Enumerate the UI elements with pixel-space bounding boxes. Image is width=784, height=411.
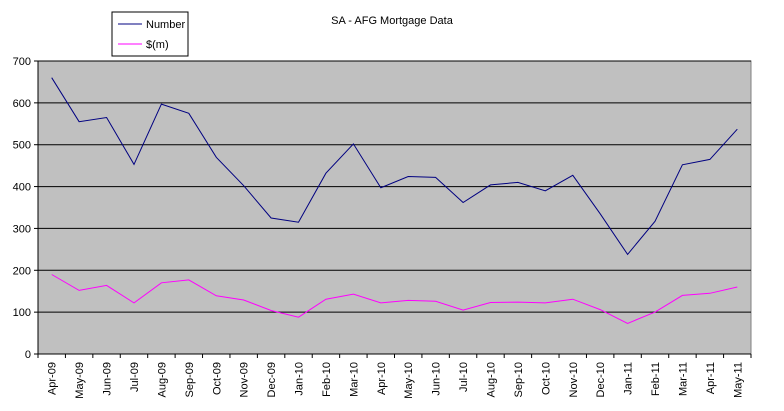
y-tick-label: 700	[13, 56, 31, 68]
x-tick-label: Jun-09	[102, 362, 114, 396]
y-tick-label: 600	[13, 98, 31, 110]
x-tick-label: Jul-10	[458, 362, 470, 392]
x-tick-label: Mar-10	[348, 362, 360, 397]
x-tick-label: Feb-10	[321, 362, 333, 397]
x-tick-label: Oct-09	[211, 362, 223, 395]
x-tick-label: May-11	[732, 362, 744, 398]
x-tick-label: Jun-10	[431, 362, 443, 396]
x-tick-label: Jan-10	[294, 362, 306, 396]
x-tick-label: Apr-11	[705, 362, 717, 394]
x-tick-label: Sep-09	[184, 362, 196, 397]
x-tick-label: Nov-09	[239, 362, 251, 397]
legend: Number $(m)	[111, 11, 189, 57]
x-tick-label: Aug-10	[485, 362, 497, 397]
x-tick-label: Jul-09	[129, 362, 141, 392]
y-tick-label: 300	[13, 223, 31, 235]
legend-label: $(m)	[146, 39, 169, 51]
x-axis: Apr-09 May-09 Jun-09 Jul-09 Aug-09 Sep-09 Oct-…	[37, 354, 752, 399]
x-tick-label: Feb-11	[650, 362, 662, 396]
x-tick-label: Nov-10	[568, 362, 580, 397]
plot-area	[37, 60, 752, 355]
series-lines	[51, 77, 738, 324]
x-tick-label: Sep-10	[513, 362, 525, 397]
x-tick-label: May-09	[74, 362, 86, 399]
series-line-dollars	[51, 274, 738, 324]
series-line-number	[51, 77, 738, 256]
x-tick-label: Dec-09	[266, 362, 278, 397]
x-tick-label: Oct-10	[540, 362, 552, 395]
gridlines	[38, 60, 751, 313]
x-tick-label: Mar-11	[677, 362, 689, 396]
y-tick-label: 0	[25, 349, 31, 361]
y-tick-label: 200	[13, 265, 31, 277]
x-tick-label: Jan-11	[623, 362, 635, 395]
chart-title: SA - AFG Mortgage Data	[331, 15, 454, 27]
x-tick-label: May-10	[403, 362, 415, 399]
legend-label: Number	[146, 19, 185, 31]
y-tick-label: 400	[13, 182, 31, 194]
x-tick-label: Dec-10	[595, 362, 607, 397]
y-tick-label: 500	[13, 140, 31, 152]
x-tick-label: Apr-10	[376, 362, 388, 395]
legend-box	[111, 11, 189, 57]
x-tick-label: Aug-09	[156, 362, 168, 397]
y-tick-label: 100	[13, 307, 31, 319]
x-tick-label: Apr-09	[47, 362, 59, 395]
